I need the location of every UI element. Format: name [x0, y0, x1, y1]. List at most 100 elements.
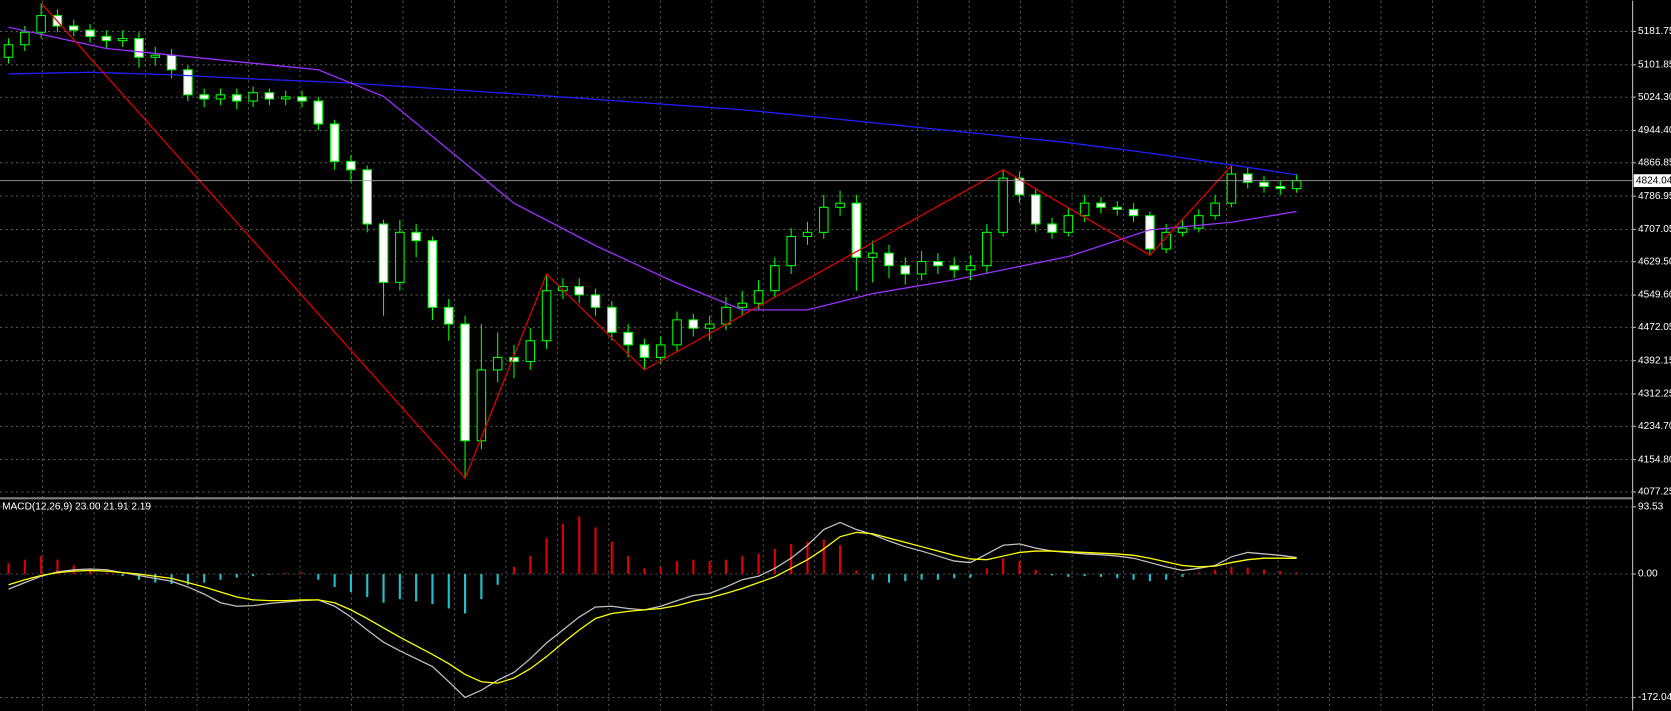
y-tick-label: 93.53: [1638, 502, 1664, 513]
histogram-bar: [366, 574, 369, 597]
indicator-line: [8, 531, 1297, 684]
current-price-box: [1633, 174, 1671, 188]
y-tick-label: 0.00: [1638, 569, 1658, 580]
histogram-bar: [268, 574, 271, 575]
candle-body: [607, 306, 617, 333]
time-grid: [42, 0, 1588, 711]
candle-body: [916, 260, 927, 275]
current-price-label: 4824.04: [1636, 175, 1671, 186]
candle-body: [166, 54, 177, 71]
candle-body: [721, 306, 731, 325]
candle-body: [704, 323, 715, 329]
candle-body: [264, 92, 275, 100]
histogram-bar: [415, 574, 418, 602]
y-tick-label: 4077.25: [1638, 487, 1671, 498]
y-tick-label: 4549.60: [1638, 290, 1671, 301]
histogram-bar: [773, 548, 776, 575]
y-tick-label: 4154.80: [1638, 454, 1671, 465]
y-tick-label: 4392.15: [1638, 355, 1671, 366]
histogram-bar: [627, 556, 630, 575]
candle-body: [85, 29, 95, 37]
histogram-bar: [822, 539, 825, 575]
histogram-bar: [1230, 566, 1233, 575]
indicator-title: MACD(12,26,9) 23.00 21.91 2.19: [2, 501, 151, 512]
candle-body: [1226, 173, 1237, 204]
histogram-bar: [235, 574, 238, 578]
candle-body: [460, 323, 470, 442]
histogram-bar: [887, 574, 891, 583]
candle-body: [639, 344, 650, 358]
candle-body: [574, 285, 584, 296]
histogram-bar: [333, 574, 336, 587]
candle-body: [3, 44, 14, 58]
candle-body: [623, 331, 633, 346]
y-tick-label: 4707.05: [1638, 224, 1671, 235]
candle-body: [655, 344, 666, 358]
histogram-bar: [7, 563, 10, 575]
histogram-bar: [480, 574, 483, 600]
candle-body: [1177, 227, 1188, 233]
candle-body: [802, 231, 813, 238]
histogram-bar: [578, 516, 581, 575]
histogram-bar: [561, 523, 564, 575]
candle-body: [378, 223, 389, 283]
candle-body: [1096, 202, 1106, 208]
y-tick-label: 5181.75: [1638, 26, 1671, 37]
candle-body: [215, 94, 226, 100]
histogram-bar: [806, 541, 809, 575]
candle-body: [427, 240, 438, 308]
histogram-bar: [1034, 569, 1037, 575]
candle-body: [1030, 194, 1041, 225]
y-tick-label: 4234.70: [1638, 421, 1671, 432]
candle-body: [443, 306, 454, 325]
candle-body: [998, 177, 1008, 233]
y-tick-label: 4472.05: [1638, 322, 1671, 333]
histogram-bar: [1197, 572, 1200, 575]
candle-body: [867, 252, 878, 258]
candle-body: [329, 123, 340, 163]
candle-body: [232, 94, 242, 102]
histogram-bar: [137, 574, 141, 580]
candle-body: [1210, 202, 1220, 217]
y-tick-label: 4312.25: [1638, 389, 1671, 400]
histogram-bar: [1002, 558, 1005, 575]
y-tick-label: 4786.95: [1638, 191, 1671, 202]
candle-body: [1047, 223, 1057, 233]
histogram-bar: [431, 574, 434, 605]
histogram-bar: [105, 572, 108, 575]
candle-body: [1079, 202, 1090, 217]
histogram-bar: [724, 559, 728, 575]
candle-body: [313, 100, 324, 125]
candle-body: [68, 25, 79, 31]
candle-body: [362, 169, 373, 225]
candle-body: [1259, 181, 1269, 188]
histogram-bar: [203, 574, 206, 583]
candle-body: [541, 290, 552, 342]
histogram-bar: [464, 574, 467, 614]
candle-body: [492, 356, 503, 371]
histogram-bar: [1132, 574, 1135, 580]
candle-body: [770, 265, 780, 292]
y-tick-label: 4866.85: [1638, 157, 1671, 168]
candle-body: [590, 294, 601, 308]
candle-body: [818, 206, 829, 233]
candle-body: [280, 96, 291, 100]
histogram-bar: [23, 559, 26, 575]
candle-body: [965, 265, 976, 271]
histogram-bar: [1018, 561, 1021, 575]
histogram-bar: [692, 559, 695, 575]
candle-body: [900, 265, 911, 275]
candle-body: [884, 252, 894, 267]
candle-body: [982, 231, 992, 267]
histogram-bar: [1262, 569, 1266, 575]
histogram-bar: [1181, 574, 1184, 577]
candle-body: [395, 231, 405, 283]
histogram-bar: [219, 574, 222, 580]
histogram-bar: [985, 568, 988, 575]
histogram-bar: [1067, 574, 1070, 577]
histogram-bar: [659, 566, 662, 575]
histogram-bar: [757, 553, 760, 575]
histogram-bar: [675, 561, 679, 575]
